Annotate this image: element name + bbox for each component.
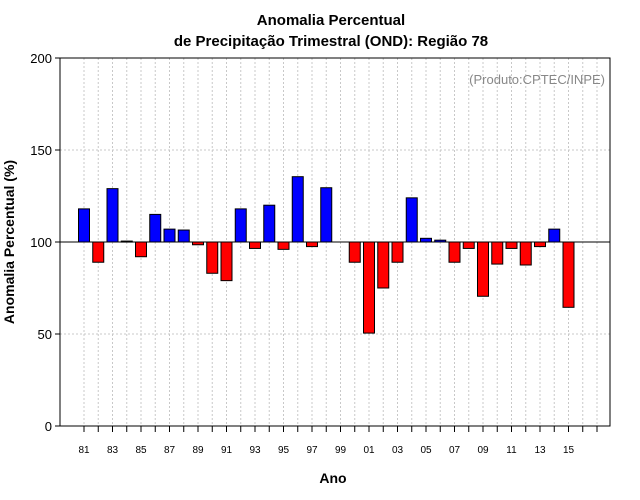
bar-2004 bbox=[405, 197, 418, 243]
bar-1998 bbox=[320, 187, 333, 243]
bar-1988 bbox=[177, 229, 190, 243]
y-tick-label: 0 bbox=[45, 419, 52, 434]
bar-1987 bbox=[163, 228, 176, 243]
x-tick-label: 99 bbox=[335, 445, 347, 456]
x-tick-label: 01 bbox=[363, 445, 375, 456]
x-tick-label: 87 bbox=[164, 445, 176, 456]
bar-2003 bbox=[391, 241, 404, 263]
bar-1991 bbox=[220, 241, 233, 282]
x-tick-label: 85 bbox=[135, 445, 147, 456]
y-axis: 0 50 100 150 200 bbox=[30, 51, 60, 434]
bar-2007 bbox=[448, 241, 461, 263]
y-tick-label: 100 bbox=[30, 235, 52, 250]
bar-1981 bbox=[78, 208, 90, 243]
bar-2012 bbox=[519, 241, 532, 266]
bar-1996 bbox=[291, 176, 304, 243]
bar-2001 bbox=[363, 241, 375, 334]
y-tick-label: 150 bbox=[30, 143, 52, 158]
bar-1986 bbox=[149, 213, 162, 243]
x-tick-label: 11 bbox=[506, 445, 517, 456]
bar-2010 bbox=[491, 241, 504, 265]
bars bbox=[78, 176, 575, 334]
x-tick-label: 81 bbox=[78, 445, 90, 456]
bar-2005 bbox=[420, 237, 432, 243]
bar-2008 bbox=[462, 241, 475, 249]
x-tick-label: 91 bbox=[221, 445, 233, 456]
bar-1994 bbox=[263, 204, 276, 243]
bar-1982 bbox=[92, 241, 105, 263]
x-tick-label: 03 bbox=[392, 445, 404, 456]
x-tick-label: 95 bbox=[278, 445, 290, 456]
bar-2002 bbox=[377, 241, 390, 289]
bar-1985 bbox=[135, 241, 147, 258]
x-axis: 81 83 85 87 89 91 93 95 97 99 01 03 05 07 09 11 13 15 bbox=[78, 426, 598, 456]
x-tick-label: 09 bbox=[477, 445, 489, 456]
bar-1992 bbox=[234, 208, 247, 243]
bar-1995 bbox=[277, 241, 290, 250]
y-axis-label: Anomalia Percentual (%) bbox=[1, 160, 17, 324]
bar-1997 bbox=[306, 241, 318, 248]
bar-1990 bbox=[206, 241, 219, 274]
bar-1983 bbox=[106, 188, 119, 243]
x-tick-label: 13 bbox=[534, 445, 546, 456]
bar-2015 bbox=[562, 241, 575, 308]
y-tick-label: 200 bbox=[30, 51, 52, 66]
x-tick-label: 93 bbox=[249, 445, 261, 456]
x-axis-label: Ano bbox=[319, 470, 346, 486]
bar-2009 bbox=[477, 241, 489, 297]
bar-2013 bbox=[534, 241, 546, 248]
credit-label: (Produto:CPTEC/INPE) bbox=[469, 72, 605, 87]
x-tick-label: 97 bbox=[306, 445, 318, 456]
bar-1993 bbox=[249, 241, 261, 249]
bar-2014 bbox=[548, 228, 561, 243]
chart-title-line2: de Precipitação Trimestral (OND): Região… bbox=[174, 33, 488, 50]
x-tick-label: 07 bbox=[449, 445, 461, 456]
x-tick-label: 05 bbox=[420, 445, 432, 456]
bar-2000 bbox=[348, 241, 361, 263]
x-tick-label: 83 bbox=[107, 445, 119, 456]
x-tick-label: 89 bbox=[192, 445, 204, 456]
bar-2011 bbox=[505, 241, 518, 249]
y-tick-label: 50 bbox=[38, 327, 52, 342]
chart-title-line1: Anomalia Percentual bbox=[257, 12, 405, 29]
x-tick-label: 15 bbox=[563, 445, 575, 456]
